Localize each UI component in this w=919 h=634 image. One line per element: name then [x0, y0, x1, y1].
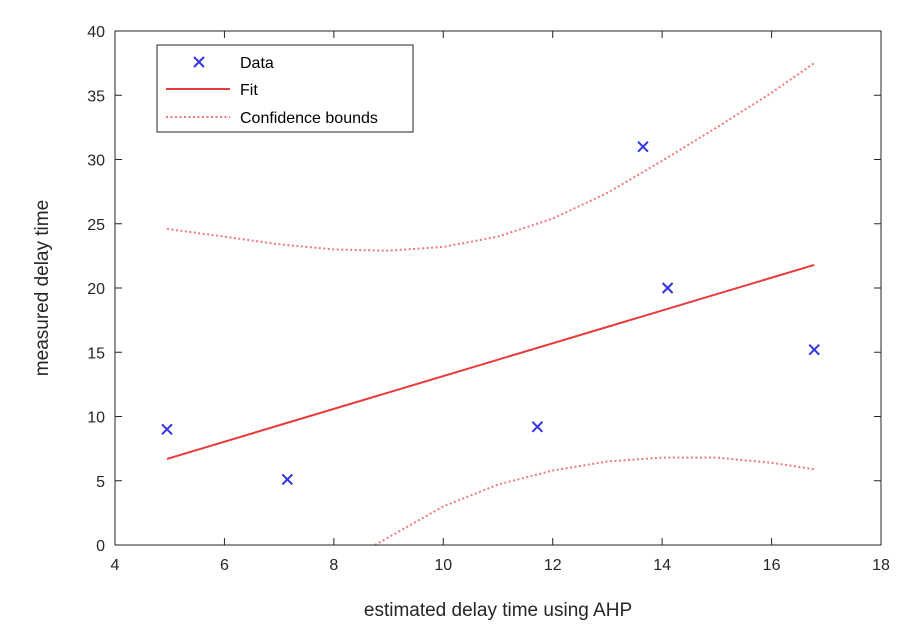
legend-entry-data: Data: [193, 55, 274, 72]
y-tick-label-7: 35: [87, 88, 105, 105]
axes: 4 6 8 10 12 14 16 18 0 5 10 15 20 25 30 35 40: [87, 24, 890, 574]
x-tick-label-0: 4: [111, 557, 120, 574]
y-tick-label-8: 40: [87, 24, 105, 41]
legend-label-fit: Fit: [240, 82, 258, 99]
x-tick-label-3: 10: [434, 557, 452, 574]
y-tick-label-4: 20: [87, 281, 105, 298]
legend-label-confidence-bounds: Confidence bounds: [240, 110, 378, 127]
x-tick-label-5: 14: [653, 557, 671, 574]
x-tick-label-1: 6: [220, 557, 229, 574]
data-point-4: [661, 282, 674, 294]
data-point-1: [281, 473, 294, 486]
x-tick-label-7: 18: [872, 557, 890, 574]
y-axis-label: measured delay time: [32, 200, 53, 376]
x-tick-label-6: 16: [763, 557, 781, 574]
data-point-3: [637, 140, 649, 153]
confidence-bound-line-3: [374, 456, 815, 546]
data-point-0: [161, 423, 173, 436]
x-tick-label-4: 12: [544, 557, 562, 574]
y-tick-label-5: 25: [87, 217, 105, 234]
data-point-2: [531, 421, 544, 433]
legend-entry-confidence-bounds: Confidence bounds: [166, 110, 378, 127]
fit-line: [166, 263, 815, 460]
y-tick-label-3: 15: [87, 345, 105, 362]
legend-label-data: Data: [240, 55, 274, 72]
legend-entry-fit: Fit: [166, 82, 258, 99]
data-point-5: [808, 343, 820, 356]
y-tick-label-1: 5: [96, 474, 105, 491]
legend: Data Fit Confidence bounds: [156, 44, 414, 133]
y-tick-label-0: 0: [96, 538, 105, 555]
y-tick-label-6: 30: [87, 153, 105, 170]
x-axis-label: estimated delay time using AHP: [364, 600, 632, 621]
confidence-bound-line-2: [166, 62, 815, 252]
y-tick-label-2: 10: [87, 410, 105, 427]
x-tick-label-2: 8: [329, 557, 338, 574]
plot-area: [161, 62, 820, 546]
legend-marker-data: [193, 56, 205, 68]
